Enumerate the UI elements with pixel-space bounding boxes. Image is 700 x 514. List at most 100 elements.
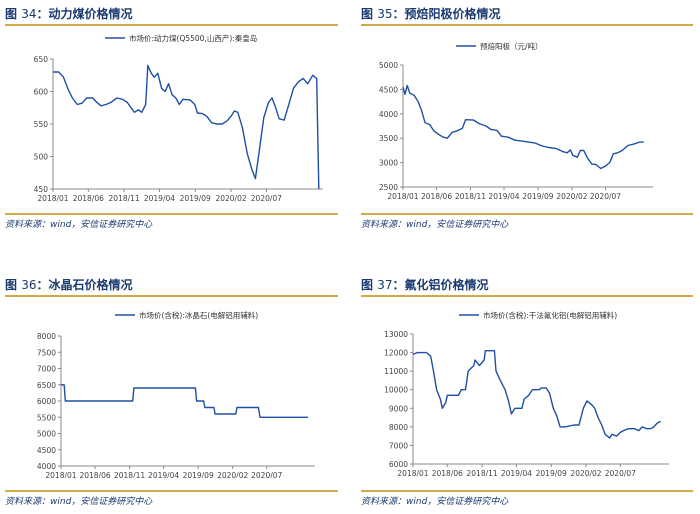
x-tick-label: 2019/09	[536, 469, 567, 478]
source-note: 资料来源：wind，安信证券研究中心	[5, 497, 153, 507]
y-tick-label: 11000	[384, 367, 408, 376]
x-tick-label: 2018/01	[387, 192, 418, 201]
series-line	[61, 384, 308, 419]
y-tick-label: 550	[34, 120, 49, 129]
y-tick-label: 6000	[37, 397, 56, 406]
title-divider	[361, 24, 693, 26]
y-tick-label: 10000	[384, 386, 408, 395]
figure-colon: ：	[392, 7, 405, 21]
legend-label: 市场价:动力煤(Q5500,山西产):秦皇岛	[129, 33, 257, 43]
y-tick-label: 9000	[389, 404, 408, 413]
source-divider	[5, 213, 338, 215]
y-tick-label: 6000	[389, 460, 408, 469]
y-tick-label: 13000	[384, 330, 408, 339]
x-tick-label: 2019/09	[183, 471, 214, 478]
y-tick-label: 7000	[389, 441, 408, 450]
x-tick-label: 2020/07	[590, 192, 621, 201]
y-tick-label: 12000	[384, 349, 408, 358]
y-tick-label: 5500	[37, 413, 56, 422]
figure-title: 图 36：冰晶石价格情况	[5, 276, 133, 294]
source-note: 资料来源：wind，安信证券研究中心	[5, 220, 153, 230]
legend-label: 预焙阳极（元/吨）	[480, 41, 543, 51]
y-tick-label: 450	[34, 185, 49, 194]
title-divider	[361, 295, 693, 297]
x-tick-label: 2019/04	[148, 471, 179, 478]
source-divider	[5, 490, 338, 492]
y-tick-label: 5000	[37, 430, 56, 439]
x-tick-label: 2019/04	[488, 192, 519, 201]
figure-number: 36	[21, 278, 37, 292]
x-tick-label: 2019/09	[180, 194, 211, 203]
x-tick-label: 2020/02	[215, 194, 246, 203]
y-tick-label: 8000	[389, 423, 408, 432]
y-tick-label: 7000	[37, 365, 56, 374]
x-tick-label: 2018/01	[397, 469, 428, 478]
x-tick-label: 2019/09	[522, 192, 553, 201]
x-tick-label: 2018/11	[109, 194, 140, 203]
x-tick-label: 2019/04	[501, 469, 532, 478]
x-tick-label: 2020/07	[251, 471, 282, 478]
y-tick-label: 5000	[379, 61, 398, 70]
source-divider	[361, 490, 693, 492]
y-tick-label: 4000	[379, 110, 398, 119]
chart-panel-aluminum-fluoride: 图 37：氟化铝价格情况 13000 12000 11000 10000 9000 800…	[361, 270, 695, 514]
y-tick-label: 600	[34, 88, 49, 97]
line-chart: 8000750070006500600055005000450040002018…	[37, 310, 315, 478]
x-tick-label: 2020/02	[570, 469, 601, 478]
y-tick-label: 500	[34, 153, 49, 162]
figure-label: 图	[5, 7, 18, 21]
x-tick-label: 2018/01	[45, 471, 76, 478]
x-tick-label: 2018/11	[114, 471, 145, 478]
y-tick-label: 3500	[379, 134, 398, 143]
source-divider	[361, 213, 693, 215]
figure-title: 图 35：预焙阳极价格情况	[361, 5, 501, 23]
y-tick-label: 6500	[37, 381, 56, 390]
y-tick-label: 2500	[379, 183, 398, 192]
x-tick-label: 2018/01	[37, 194, 68, 203]
figure-colon: ：	[36, 7, 49, 21]
figure-number: 35	[377, 7, 393, 21]
x-tick-label: 2018/06	[79, 471, 110, 478]
chart-panel-cryolite: 图 36：冰晶石价格情况 8000 7500 7000 6500 6000 5500 500…	[5, 270, 345, 514]
title-divider	[5, 24, 338, 26]
x-tick-label: 2018/11	[467, 469, 498, 478]
figure-name: 预焙阳极价格情况	[404, 7, 501, 21]
figure-name: 冰晶石价格情况	[48, 278, 133, 292]
x-tick-label: 2020/02	[217, 471, 248, 478]
y-tick-label: 650	[34, 55, 49, 64]
chart-panel-coal: 图 34：动力煤价格情况 650 600 550 500 450 2018/01 2018/…	[5, 3, 345, 251]
series-line	[402, 84, 644, 170]
title-divider	[5, 295, 338, 297]
x-tick-label: 2018/06	[73, 194, 104, 203]
figure-name: 氟化铝价格情况	[404, 278, 489, 292]
chart-panel-anode: 图 35：预焙阳极价格情况 5000 4500 4000 3500 3000 2500 20…	[361, 3, 695, 251]
x-tick-label: 2020/07	[605, 469, 636, 478]
source-note: 资料来源：wind，安信证券研究中心	[361, 220, 509, 230]
y-tick-label: 4000	[37, 462, 56, 471]
figure-number: 34	[21, 7, 37, 21]
x-tick-label: 2020/07	[251, 194, 282, 203]
figure-label: 图	[361, 278, 374, 292]
figure-label: 图	[5, 278, 18, 292]
x-tick-label: 2018/06	[421, 192, 452, 201]
x-tick-label: 2018/06	[432, 469, 463, 478]
y-tick-label: 4500	[379, 85, 398, 94]
legend-label: 市场价(含税):冰晶石(电解铝用辅料)	[139, 310, 258, 320]
figure-name: 动力煤价格情况	[48, 7, 133, 21]
figure-label: 图	[361, 7, 374, 21]
figure-title: 图 34：动力煤价格情况	[5, 5, 133, 23]
source-note: 资料来源：wind，安信证券研究中心	[361, 497, 509, 507]
y-tick-label: 7500	[37, 348, 56, 357]
figure-title: 图 37：氟化铝价格情况	[361, 276, 489, 294]
figure-colon: ：	[392, 278, 405, 292]
series-line	[53, 64, 320, 190]
figure-colon: ：	[36, 278, 49, 292]
x-tick-label: 2019/04	[144, 194, 175, 203]
series-line	[412, 350, 661, 439]
x-tick-label: 2018/11	[455, 192, 486, 201]
line-chart: 1300012000110001000090008000700060002018…	[384, 310, 669, 478]
legend-label: 市场价(含税):干法氟化铝(电解铝用辅料)	[483, 310, 617, 320]
figure-number: 37	[377, 278, 393, 292]
